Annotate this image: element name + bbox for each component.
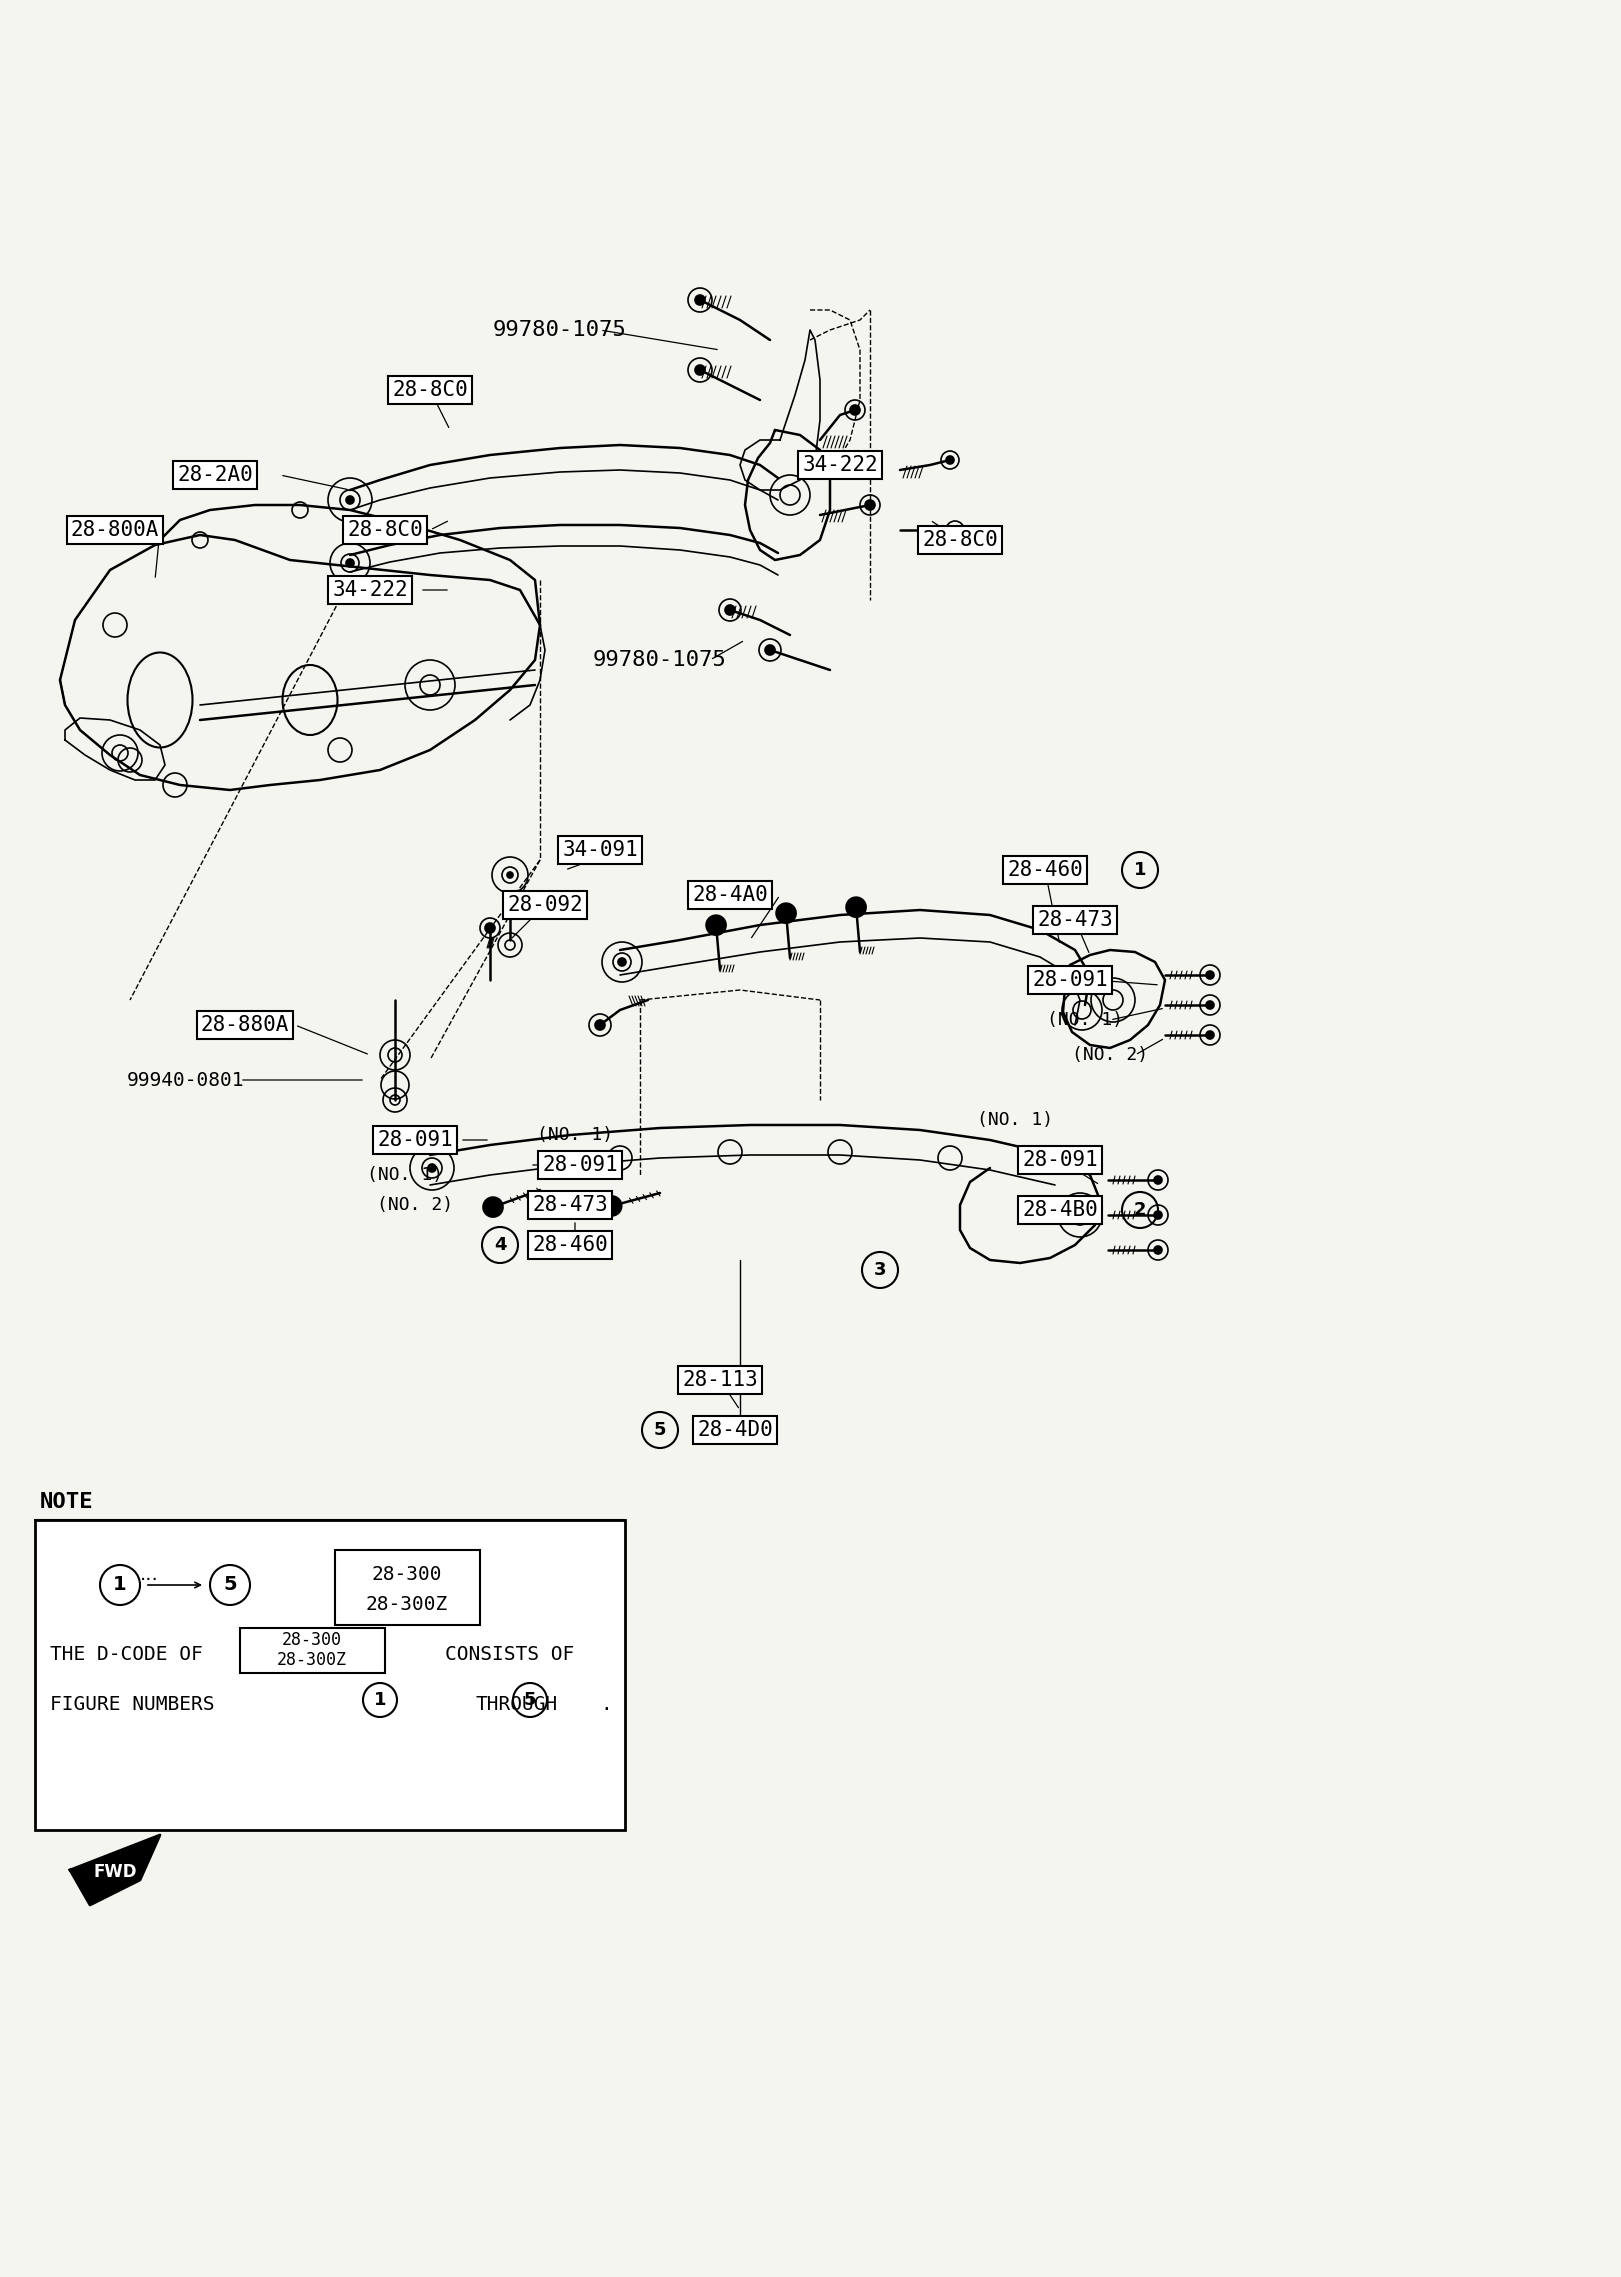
Circle shape: [1206, 1031, 1214, 1038]
Circle shape: [541, 1195, 562, 1216]
Circle shape: [601, 1195, 622, 1216]
Circle shape: [846, 897, 866, 918]
Text: 28-113: 28-113: [682, 1371, 759, 1389]
Circle shape: [1206, 970, 1214, 979]
Text: 34-222: 34-222: [802, 455, 879, 476]
Text: 28-300: 28-300: [282, 1630, 342, 1649]
Text: 34-222: 34-222: [332, 581, 408, 601]
Text: 28-473: 28-473: [532, 1195, 608, 1216]
Circle shape: [345, 558, 353, 567]
Circle shape: [765, 644, 775, 656]
Text: (NO. 1): (NO. 1): [1047, 1011, 1123, 1029]
Text: 34-091: 34-091: [562, 840, 639, 861]
Circle shape: [947, 455, 955, 465]
Text: .: .: [600, 1696, 611, 1715]
Circle shape: [595, 1020, 605, 1029]
Text: ...: ...: [139, 1564, 159, 1585]
Circle shape: [695, 364, 705, 376]
Text: 28-460: 28-460: [532, 1234, 608, 1255]
Text: 4: 4: [494, 1236, 506, 1255]
Text: 28-300Z: 28-300Z: [366, 1596, 447, 1614]
Circle shape: [866, 501, 875, 510]
Text: 28-8C0: 28-8C0: [347, 519, 423, 540]
Text: 5: 5: [524, 1692, 537, 1710]
Circle shape: [776, 904, 796, 922]
Text: 28-091: 28-091: [1023, 1150, 1097, 1170]
Text: 99780-1075: 99780-1075: [493, 321, 627, 339]
Text: 28-4D0: 28-4D0: [697, 1421, 773, 1439]
Text: (NO. 1): (NO. 1): [366, 1166, 443, 1184]
Bar: [240, 1628, 386, 1674]
Text: 28-460: 28-460: [1007, 861, 1083, 879]
Text: (NO. 1): (NO. 1): [977, 1111, 1054, 1129]
Text: 28-091: 28-091: [541, 1154, 618, 1175]
Text: FWD: FWD: [94, 1863, 136, 1881]
Text: 28-880A: 28-880A: [201, 1016, 289, 1036]
Text: 28-8C0: 28-8C0: [392, 380, 468, 401]
Circle shape: [485, 922, 494, 934]
Text: 28-800A: 28-800A: [71, 519, 159, 540]
Text: (NO. 1): (NO. 1): [537, 1127, 613, 1143]
Circle shape: [952, 526, 960, 535]
Circle shape: [1206, 1002, 1214, 1009]
Text: THE D-CODE OF: THE D-CODE OF: [50, 1646, 203, 1664]
Text: 28-473: 28-473: [1037, 911, 1114, 929]
Circle shape: [1154, 1175, 1162, 1184]
Text: 1: 1: [374, 1692, 386, 1710]
Text: (NO. 2): (NO. 2): [1071, 1045, 1148, 1063]
Text: NOTE: NOTE: [41, 1491, 94, 1512]
Circle shape: [1154, 1246, 1162, 1255]
Text: 28-4A0: 28-4A0: [692, 886, 768, 904]
Text: 1: 1: [113, 1576, 126, 1594]
Text: 5: 5: [653, 1421, 666, 1439]
Text: CONSISTS OF: CONSISTS OF: [446, 1646, 574, 1664]
Text: 99780-1075: 99780-1075: [593, 649, 726, 669]
Text: THROUGH: THROUGH: [475, 1696, 558, 1715]
Text: 99940-0801: 99940-0801: [126, 1070, 243, 1088]
Text: 28-2A0: 28-2A0: [177, 465, 253, 485]
Circle shape: [618, 959, 626, 965]
Bar: [36, 1521, 626, 1831]
Text: 28-4B0: 28-4B0: [1023, 1200, 1097, 1220]
Text: 28-092: 28-092: [507, 895, 584, 915]
Text: (NO. 2): (NO. 2): [378, 1195, 452, 1214]
Text: 28-8C0: 28-8C0: [922, 531, 999, 551]
Polygon shape: [70, 1835, 160, 1906]
Text: 28-300Z: 28-300Z: [277, 1651, 347, 1669]
Text: 3: 3: [874, 1261, 887, 1280]
Circle shape: [1154, 1211, 1162, 1218]
Circle shape: [707, 915, 726, 936]
Text: 2: 2: [1133, 1200, 1146, 1218]
Circle shape: [345, 496, 353, 503]
Circle shape: [695, 296, 705, 305]
Circle shape: [507, 872, 512, 879]
Circle shape: [428, 1164, 436, 1173]
Text: 5: 5: [224, 1576, 237, 1594]
Text: 28-091: 28-091: [378, 1129, 452, 1150]
Text: 28-300: 28-300: [371, 1567, 443, 1585]
Circle shape: [483, 1198, 503, 1218]
Text: 28-091: 28-091: [1033, 970, 1107, 990]
Bar: [336, 1551, 480, 1626]
Text: 1: 1: [1133, 861, 1146, 879]
Text: FIGURE NUMBERS: FIGURE NUMBERS: [50, 1696, 214, 1715]
Circle shape: [725, 606, 734, 615]
Circle shape: [849, 405, 861, 414]
